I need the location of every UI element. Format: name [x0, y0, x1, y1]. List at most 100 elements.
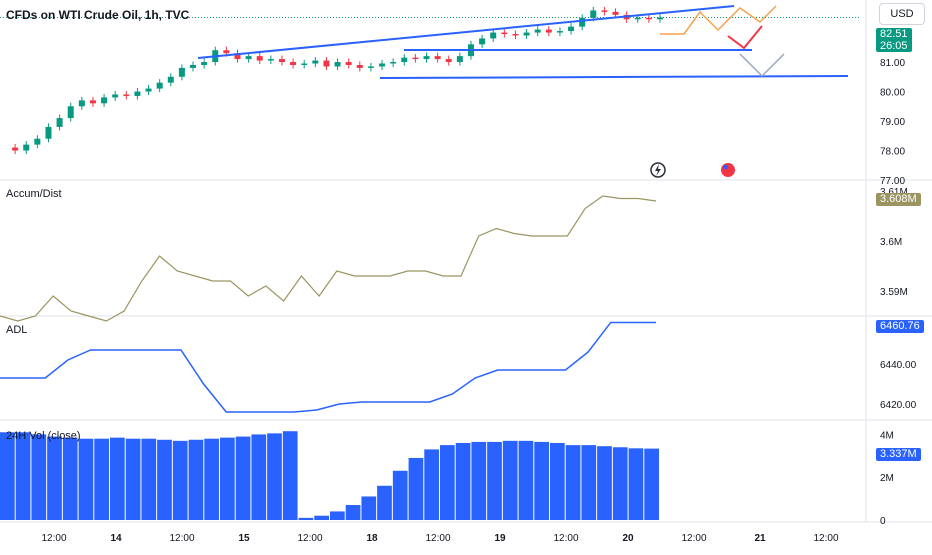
price-tick-label: 79.00	[880, 117, 905, 128]
candle-body	[479, 38, 486, 45]
candle-body	[490, 32, 497, 39]
candle-body	[345, 62, 352, 65]
us-flag-canton	[723, 165, 728, 169]
accum-tick-label: 3.61M	[880, 187, 908, 198]
time-tick-label: 12:00	[681, 533, 706, 544]
candle-body	[23, 144, 30, 151]
candle-body	[590, 10, 597, 18]
volume-bar	[487, 441, 502, 520]
price-tick-label: 77.00	[880, 176, 905, 187]
volume-bar	[78, 438, 94, 520]
candle-body	[12, 147, 19, 151]
countdown: 26:05	[880, 40, 908, 52]
volume-bar	[471, 441, 487, 520]
volume-label: 24H Vol (close)	[6, 430, 81, 442]
candle-body	[434, 56, 441, 60]
price-tick-label: 81.00	[880, 58, 905, 69]
candle-body	[278, 59, 285, 63]
volume-bar	[377, 485, 392, 520]
candle-body	[290, 62, 297, 65]
candle-body	[156, 82, 163, 89]
candle-body	[78, 100, 85, 107]
time-tick-label: 12:00	[425, 533, 450, 544]
candle-body	[112, 94, 119, 98]
candle-body	[323, 60, 330, 67]
candle-body	[334, 62, 341, 67]
candle-body	[356, 64, 363, 68]
price-value: 82.51	[880, 28, 908, 40]
accum-dist-line	[0, 195, 657, 322]
volume-bar	[141, 438, 157, 520]
volume-bar	[628, 448, 644, 520]
volume-bar	[361, 496, 377, 520]
volume-bar	[125, 438, 141, 520]
volume-bar	[534, 441, 549, 520]
volume-value-tag: 3.337M	[876, 448, 921, 461]
adl-value-tag: 6460.76	[876, 320, 924, 333]
time-tick-label: 21	[754, 533, 766, 544]
projection-path-gray	[739, 53, 785, 78]
time-tick-label: 12:00	[813, 533, 838, 544]
accum-tick-label: 3.6M	[880, 237, 902, 248]
volume-bar	[330, 511, 345, 520]
price-tick-label: 78.00	[880, 147, 905, 158]
volume-bar	[314, 515, 329, 520]
volume-bar	[644, 448, 659, 520]
volume-bar	[235, 436, 251, 520]
volume-bar	[188, 439, 204, 520]
accum-dist-value-tag: 3.608M	[876, 193, 921, 206]
chart-title: CFDs on WTI Crude Oil, 1h, TVC	[6, 8, 190, 22]
volume-tick-label: 0	[880, 516, 886, 527]
adl-line	[0, 321, 656, 413]
accum-dist-label: Accum/Dist	[6, 188, 62, 200]
volume-bar	[31, 434, 47, 520]
volume-bar	[251, 434, 267, 520]
volume-bar	[565, 445, 581, 520]
candle-body	[34, 138, 41, 145]
volume-bar	[597, 446, 612, 520]
candle-body	[145, 88, 152, 92]
time-tick-label: 12:00	[553, 533, 578, 544]
adl-tick-label: 6420.00	[880, 400, 917, 411]
volume-bar	[62, 437, 78, 520]
candle-body	[267, 59, 274, 61]
volume-bar	[518, 440, 534, 520]
volume-bar	[110, 437, 125, 520]
candle-body	[568, 26, 575, 32]
time-tick-label: 12:00	[297, 533, 322, 544]
candle-body	[256, 56, 263, 61]
candle-body	[534, 29, 541, 33]
candle-body	[423, 56, 430, 60]
candle-body	[501, 32, 508, 35]
volume-tick-label: 4M	[880, 430, 894, 441]
volume-bar	[408, 457, 424, 520]
candle-body	[223, 50, 230, 54]
candle-body	[545, 29, 552, 33]
volume-bar	[282, 431, 298, 520]
candle-body	[445, 59, 452, 63]
candle-body	[657, 17, 663, 20]
volume-bar	[220, 437, 235, 520]
candle-body	[89, 100, 96, 104]
candle-body	[178, 67, 185, 77]
volume-bar	[612, 447, 628, 520]
time-tick-label: 19	[494, 533, 506, 544]
candle-body	[512, 34, 519, 36]
volume-bar	[424, 449, 439, 520]
time-tick-label: 12:00	[169, 533, 194, 544]
currency-button[interactable]: USD	[879, 3, 925, 25]
trendline-upper	[197, 5, 735, 59]
candle-body	[556, 31, 563, 33]
price-tick-label: 80.00	[880, 88, 905, 99]
time-tick-label: 14	[110, 533, 122, 544]
adl-tick-label: 6440.00	[880, 360, 917, 371]
candle-body	[101, 97, 108, 104]
projection-path-red	[727, 25, 763, 50]
volume-bar	[550, 442, 565, 520]
candle-body	[123, 94, 130, 96]
candle-body	[367, 66, 374, 68]
accum-tick-label: 3.59M	[880, 287, 908, 298]
volume-bar	[94, 438, 109, 520]
